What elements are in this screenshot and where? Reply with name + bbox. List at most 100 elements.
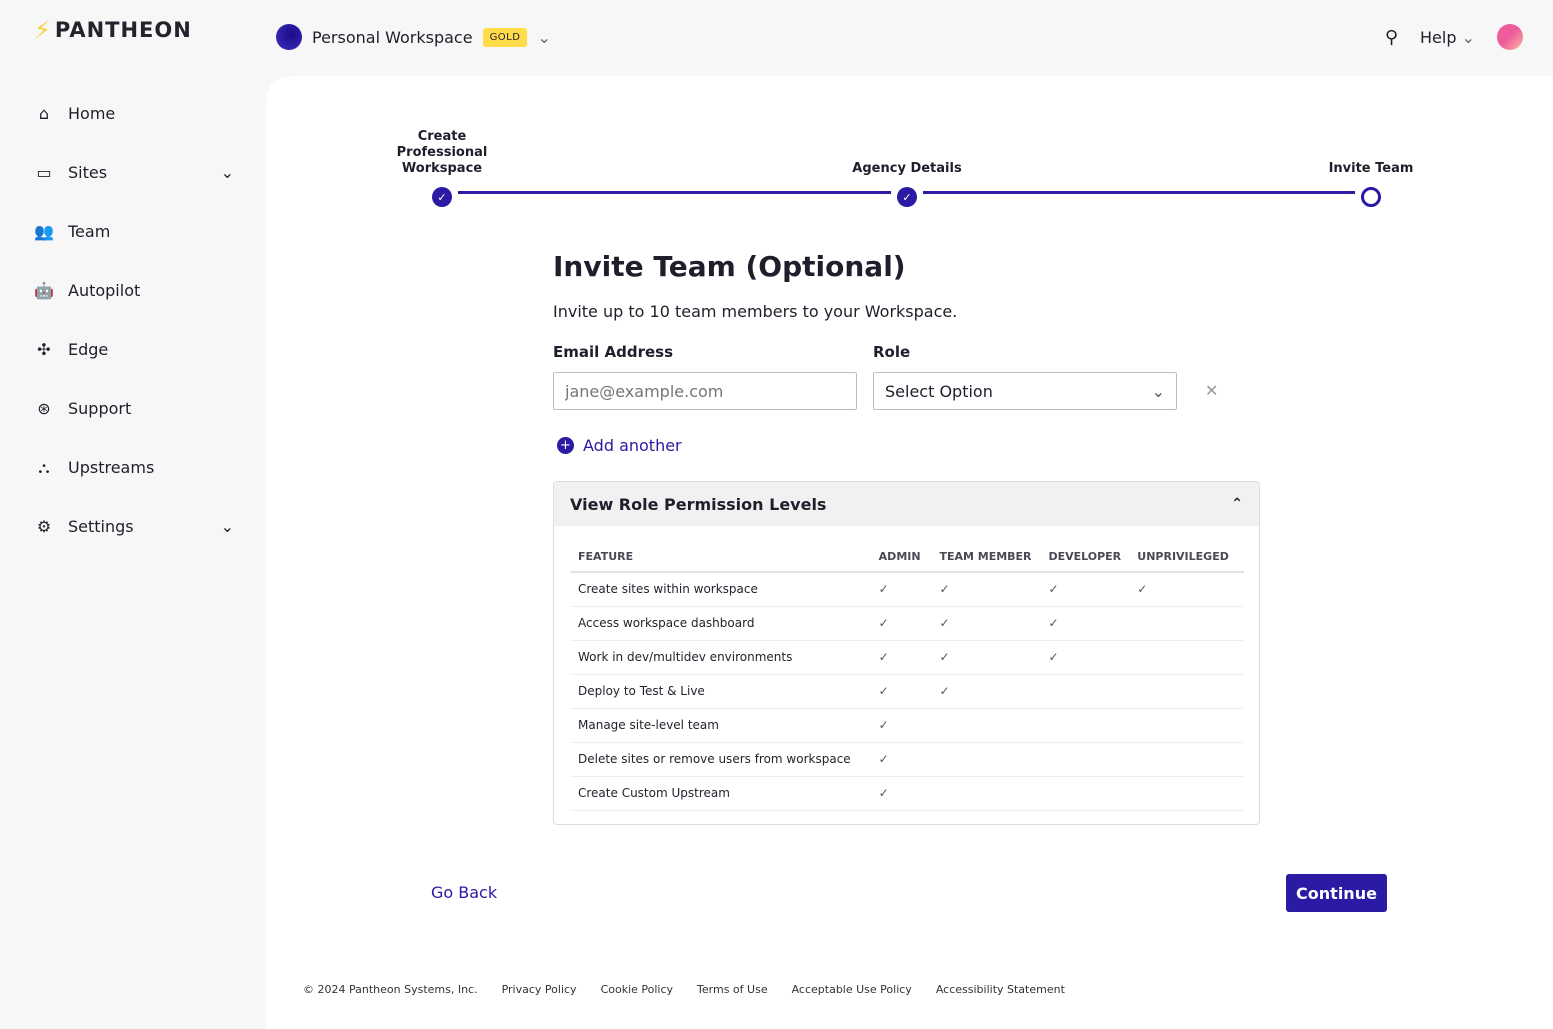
user-avatar[interactable] <box>1497 24 1523 50</box>
empty-cell <box>1129 742 1244 777</box>
check-icon: ✓ <box>1040 606 1130 641</box>
empty-cell <box>1129 708 1244 743</box>
sidebar-nav: ⌂ Home ▭ Sites ⌄ 👥 Team 🤖 Autopilot ✣ Edge ⊛ Support… <box>34 84 234 556</box>
check-icon: ✓ <box>870 606 932 641</box>
column-header: DEVELOPER <box>1040 542 1130 573</box>
settings-icon: ⚙ <box>36 517 52 536</box>
table-row: Deploy to Test & Live ✓ ✓ <box>570 674 1244 709</box>
check-icon: ✓ <box>931 640 1041 675</box>
check-icon: ✓ <box>897 187 917 207</box>
chevron-down-icon[interactable]: ⌄ <box>220 517 234 536</box>
check-icon: ✓ <box>1040 572 1130 607</box>
role-select[interactable]: Select Option ⌄ <box>873 372 1177 410</box>
stepper-line <box>458 191 891 194</box>
check-icon: ✓ <box>870 572 932 607</box>
feature-cell: Delete sites or remove users from worksp… <box>570 742 871 777</box>
column-header: FEATURE <box>570 542 871 573</box>
sidebar-item-home[interactable]: ⌂ Home <box>34 84 234 143</box>
check-icon: ✓ <box>1129 572 1244 607</box>
upstreams-icon: ⛬ <box>38 457 50 477</box>
feature-cell: Manage site-level team <box>570 708 871 743</box>
empty-cell <box>1129 606 1244 641</box>
check-icon: ✓ <box>931 572 1041 607</box>
edge-icon: ✣ <box>37 340 51 359</box>
empty-cell <box>1040 674 1130 709</box>
footer-link[interactable]: Privacy Policy <box>501 983 577 996</box>
current-step-icon <box>1361 187 1381 207</box>
chevron-down-icon: ⌄ <box>1151 381 1165 401</box>
chevron-down-icon[interactable]: ⌄ <box>220 163 234 182</box>
table-row: Access workspace dashboard ✓ ✓ ✓ <box>570 606 1244 641</box>
help-menu[interactable]: Help ⌄ <box>1420 27 1475 47</box>
sidebar-item-sites[interactable]: ▭ Sites ⌄ <box>34 143 234 202</box>
stepper-line <box>923 191 1355 194</box>
check-icon: ✓ <box>1040 640 1130 675</box>
close-icon[interactable]: ✕ <box>1205 381 1219 400</box>
check-icon: ✓ <box>870 640 932 675</box>
empty-cell <box>1129 674 1244 709</box>
sidebar-item-settings[interactable]: ⚙ Settings ⌄ <box>34 497 234 556</box>
sidebar-item-autopilot[interactable]: 🤖 Autopilot <box>34 281 141 300</box>
empty-cell <box>931 708 1041 743</box>
email-label: Email Address <box>553 343 674 361</box>
sidebar-item-support[interactable]: ⊛ Support <box>34 379 234 438</box>
sidebar-item-edge[interactable]: ✣ Edge <box>34 320 234 379</box>
footer-link: © 2024 Pantheon Systems, Inc. <box>303 983 478 996</box>
column-header: UNPRIVILEGED <box>1129 542 1244 573</box>
workspace-avatar <box>276 24 302 50</box>
role-label: Role <box>873 343 911 361</box>
lightning-icon: ⚡ <box>34 16 52 44</box>
table-row: Create Custom Upstream ✓ <box>570 776 1244 811</box>
continue-button[interactable]: Continue <box>1286 874 1387 912</box>
step-label: Create Professional Workspace <box>396 129 488 176</box>
chevron-up-icon: ⌃ <box>1231 496 1243 512</box>
pantheon-logo[interactable]: ⚡ PANTHEON <box>34 16 192 44</box>
permissions-accordion: View Role Permission Levels ⌃ FEATURE ADMI… <box>553 481 1260 825</box>
check-icon: ✓ <box>870 708 932 743</box>
search-icon[interactable]: ⚲ <box>1384 26 1399 48</box>
autopilot-icon: 🤖 <box>34 281 54 300</box>
footer-link[interactable]: Cookie Policy <box>600 983 674 996</box>
empty-cell <box>1129 776 1244 811</box>
home-icon: ⌂ <box>38 104 50 123</box>
check-icon: ✓ <box>870 776 932 811</box>
team-icon: 👥 <box>34 222 54 241</box>
empty-cell <box>1040 742 1130 777</box>
footer-link[interactable]: Accessibility Statement <box>935 983 1065 996</box>
footer: © 2024 Pantheon Systems, Inc. Privacy Pol… <box>303 983 1065 996</box>
sidebar-item-upstreams[interactable]: ⛬ Upstreams <box>34 438 234 497</box>
feature-cell: Create sites within workspace <box>570 572 871 607</box>
footer-link[interactable]: Acceptable Use Policy <box>791 983 912 996</box>
footer-link[interactable]: Terms of Use <box>697 983 768 996</box>
email-input[interactable] <box>553 372 857 410</box>
feature-cell: Access workspace dashboard <box>570 606 871 641</box>
table-row: Manage site-level team ✓ <box>570 708 1244 743</box>
table-row: Delete sites or remove users from worksp… <box>570 742 1244 777</box>
check-icon: ✓ <box>432 187 452 207</box>
check-icon: ✓ <box>931 606 1041 641</box>
empty-cell <box>1040 708 1130 743</box>
chevron-down-icon: ⌄ <box>537 27 551 47</box>
feature-cell: Create Custom Upstream <box>570 776 871 811</box>
column-header: TEAM MEMBER <box>931 542 1041 573</box>
feature-cell: Work in dev/multidev environments <box>570 640 871 675</box>
sidebar-item-team[interactable]: 👥 Team <box>34 222 111 241</box>
empty-cell <box>1040 776 1130 811</box>
workspace-switcher[interactable]: Personal Workspace GOLD ⌄ <box>276 24 551 50</box>
empty-cell <box>931 742 1041 777</box>
accordion-header[interactable]: View Role Permission Levels ⌃ <box>554 482 1259 526</box>
empty-cell <box>931 776 1041 811</box>
check-icon: ✓ <box>931 674 1041 709</box>
permissions-table: FEATURE ADMIN TEAM MEMBER DEVELOPER UNPRIVIL… <box>570 542 1244 811</box>
table-row: Work in dev/multidev environments ✓ ✓ ✓ <box>570 640 1244 675</box>
table-row: Create sites within workspace ✓ ✓ ✓ ✓ <box>570 572 1244 607</box>
add-another-button[interactable]: + Add another <box>557 436 682 455</box>
check-icon: ✓ <box>870 742 932 777</box>
go-back-link[interactable]: Go Back <box>431 883 498 902</box>
page-subtitle: Invite up to 10 team members to your Wor… <box>553 302 958 321</box>
feature-cell: Deploy to Test & Live <box>570 674 871 709</box>
page-title: Invite Team (Optional) <box>553 250 906 283</box>
plan-badge: GOLD <box>482 27 528 47</box>
step-label: Agency Details <box>852 161 962 176</box>
check-icon: ✓ <box>870 674 932 709</box>
